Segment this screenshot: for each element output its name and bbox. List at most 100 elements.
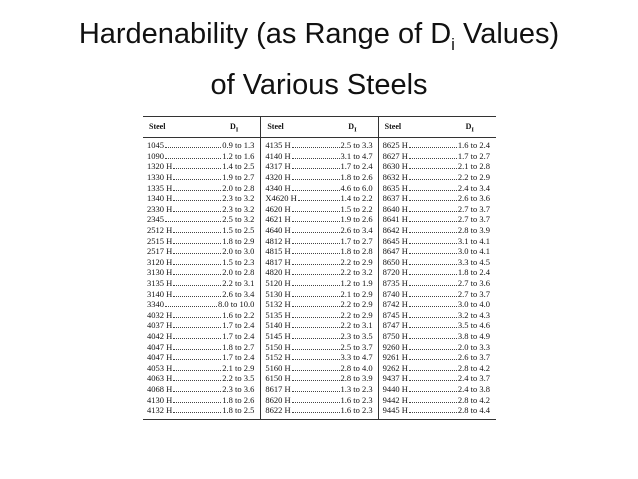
range-cell: 2.2 to 3.2 <box>340 267 373 278</box>
table-row: 4037 H 1.7 to 2.4 <box>147 320 254 331</box>
range-cell: 1.7 to 2.4 <box>340 161 373 172</box>
table-row: 4132 H 1.8 to 2.5 <box>147 405 254 416</box>
range-cell: 2.7 to 3.7 <box>457 214 490 225</box>
title-text: Hardenability (as Range of D <box>78 18 452 50</box>
table-row: 5130 H 2.1 to 2.9 <box>265 288 372 299</box>
steel-cell: 4032 H <box>147 309 173 320</box>
leader <box>173 375 222 382</box>
leader <box>291 322 340 329</box>
steel-cell: 2512 H <box>147 225 173 236</box>
table-row: 4812 H 1.7 to 2.7 <box>265 235 372 246</box>
table-row: 8625 H 1.6 to 2.4 <box>383 140 490 151</box>
table-row: 8750 H 3.8 to 4.9 <box>383 331 490 342</box>
table-row: 4620 H 1.5 to 2.2 <box>265 204 372 215</box>
table-row: 4340 H 4.6 to 6.0 <box>265 182 372 193</box>
table-row: 9440 H 2.4 to 3.8 <box>383 384 490 395</box>
table-row: 5135 H 2.2 to 2.9 <box>265 310 372 321</box>
steel-cell: 8747 H <box>382 320 408 331</box>
leader <box>291 238 340 244</box>
steel-cell: 4817 H <box>265 256 291 267</box>
table-row: 1340 H 2.3 to 3.2 <box>147 193 254 204</box>
leader <box>173 354 222 361</box>
table-row: 4820 H 2.2 to 3.2 <box>265 267 372 278</box>
header-subscript: I <box>471 126 474 134</box>
leader <box>408 301 457 308</box>
title-text: Values) <box>454 18 560 50</box>
table-row: 5160 H 2.8 to 4.0 <box>265 363 372 374</box>
table-row: 8742 H 3.0 to 4.0 <box>383 299 490 310</box>
range-cell: 3.2 to 4.3 <box>457 309 490 320</box>
table-row: 5150 H 2.5 to 3.7 <box>265 341 372 352</box>
table-row: 4135 H 2.5 to 3.3 <box>265 140 372 151</box>
range-cell: 1.6 to 2.4 <box>457 140 490 151</box>
steel-cell: 4340 H <box>265 182 291 193</box>
table-row: 4320 H 1.8 to 2.6 <box>265 172 372 183</box>
table-row: 4053 H 2.1 to 2.9 <box>147 363 254 374</box>
steel-cell: 8635 H <box>382 182 408 193</box>
range-cell: 3.5 to 4.6 <box>457 320 490 331</box>
table-row: 2515 H 1.8 to 2.9 <box>147 235 254 246</box>
range-cell: 2.7 to 3.6 <box>457 278 490 289</box>
range-cell: 2.8 to 4.0 <box>340 362 373 373</box>
table-row: 9261 H 2.6 to 3.7 <box>383 352 490 363</box>
table-row: 8745 H 3.2 to 4.3 <box>383 310 490 321</box>
range-cell: 1.6 to 2.3 <box>340 394 373 405</box>
column-group: Steel DI 1045 0.9 to 1.3 1090 1.2 to 1.6 1320 … <box>143 116 261 420</box>
steel-cell: 8630 H <box>382 161 408 172</box>
range-cell: 1.4 to 2.2 <box>340 193 373 204</box>
table-row: 8641 H 2.7 to 3.7 <box>383 214 490 225</box>
steel-cell: 4063 H <box>147 373 173 384</box>
steel-cell: 8640 H <box>382 203 408 214</box>
range-cell: 2.5 to 3.7 <box>340 341 373 352</box>
leader <box>408 322 457 329</box>
range-cell: 3.3 to 4.5 <box>457 256 490 267</box>
leader <box>408 259 457 265</box>
leader <box>173 365 222 371</box>
header-row: Steel DI <box>143 116 261 138</box>
title-subscript: i <box>451 34 455 54</box>
range-cell: 2.0 to 3.0 <box>222 246 255 257</box>
steel-cell: 8735 H <box>382 278 408 289</box>
steel-cell: 4053 H <box>147 362 173 373</box>
range-cell: 2.2 to 2.9 <box>340 309 373 320</box>
steel-cell: 4820 H <box>265 267 291 278</box>
leader <box>291 185 340 191</box>
table-row: 8637 H 2.6 to 3.6 <box>383 193 490 204</box>
leader <box>408 153 457 159</box>
steel-cell: 8632 H <box>382 172 408 183</box>
steel-cell: 4140 H <box>265 150 291 161</box>
table-row: 8627 H 1.7 to 2.7 <box>383 151 490 162</box>
range-cell: 1.6 to 2.2 <box>222 309 255 320</box>
leader <box>173 206 222 212</box>
steel-cell: 4135 H <box>265 140 291 151</box>
steel-cell: 2330 H <box>147 203 173 214</box>
range-cell: 2.5 to 3.3 <box>340 140 373 151</box>
title-line: Hardenability (as Range of Di Values) <box>0 14 638 65</box>
leader <box>173 163 222 170</box>
range-cell: 2.8 to 3.9 <box>457 225 490 236</box>
table-row: 4047 H 1.8 to 2.7 <box>147 341 254 352</box>
table-row: 9442 H 2.8 to 4.2 <box>383 394 490 405</box>
leader <box>291 153 340 159</box>
leader <box>165 301 217 308</box>
leader <box>291 312 340 318</box>
leader <box>291 248 340 255</box>
leader <box>291 163 340 170</box>
leader <box>408 195 457 202</box>
leader <box>291 354 340 361</box>
range-cell: 1.7 to 2.7 <box>340 235 373 246</box>
steel-cell: 4037 H <box>147 320 173 331</box>
range-cell: 2.0 to 2.8 <box>222 267 255 278</box>
table-row: 8645 H 3.1 to 4.1 <box>383 235 490 246</box>
leader <box>291 301 340 308</box>
table-row: 4817 H 2.2 to 2.9 <box>265 257 372 268</box>
table-row: 4130 H 1.8 to 2.6 <box>147 394 254 405</box>
steel-cell: 8645 H <box>382 235 408 246</box>
range-cell: 3.0 to 4.0 <box>457 299 490 310</box>
range-cell: 1.2 to 1.9 <box>340 278 373 289</box>
range-cell: 2.8 to 4.2 <box>457 394 490 405</box>
range-cell: 2.2 to 3.1 <box>340 320 373 331</box>
table-row: 4063 H 2.2 to 3.5 <box>147 373 254 384</box>
leader <box>173 195 222 202</box>
range-cell: 1.8 to 2.7 <box>222 341 255 352</box>
